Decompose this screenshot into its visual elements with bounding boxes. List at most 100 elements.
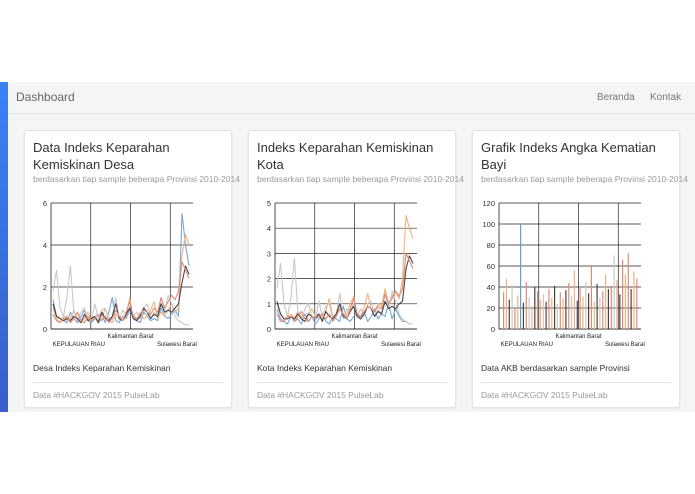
bar <box>576 300 578 329</box>
x-tick-label: Kalimantan Barat <box>556 334 602 340</box>
bar <box>522 302 524 330</box>
bar <box>599 297 601 329</box>
bar <box>534 287 536 329</box>
card-title: Grafik Indeks Angka Kematian Bayi <box>481 140 656 172</box>
bar <box>503 292 505 330</box>
series-line <box>52 261 190 324</box>
card-caption: Data AKB berdasarkan sample Provinsi <box>481 363 630 373</box>
x-tick-label: Kalimantan Barat <box>332 334 378 340</box>
bar <box>508 299 510 329</box>
bar <box>505 278 507 329</box>
bar <box>556 303 558 329</box>
x-tick-label: KEPULAUAN RIAU <box>501 342 553 348</box>
nav-link-kontak[interactable]: Kontak <box>650 92 682 103</box>
series-line <box>276 255 414 322</box>
y-tick-label: 120 <box>482 199 495 208</box>
card-caption: Kota Indeks Keparahan Kemiskinan <box>257 363 393 373</box>
card-divider <box>481 382 671 383</box>
nav-link-beranda[interactable]: Beranda <box>597 92 635 103</box>
bar <box>613 255 615 329</box>
card-divider <box>33 382 223 383</box>
bar <box>627 253 629 329</box>
bar <box>525 281 527 330</box>
card-subtitle: berdasarkan tiap sample beberapa Provins… <box>481 174 688 184</box>
bar <box>636 278 638 329</box>
navbar: Dashboard Beranda Kontak <box>8 82 695 114</box>
bar <box>630 289 632 329</box>
bar <box>551 297 553 329</box>
y-tick-label: 20 <box>487 304 495 313</box>
chart-akb: 0 20 40 60 80 100 120 Kalimantan BaratKEPULAUAN… <box>482 199 645 348</box>
y-tick-label: 40 <box>487 283 495 292</box>
series-line <box>276 252 414 322</box>
bar <box>585 281 587 330</box>
x-tick-label: Kalimantan Barat <box>108 334 154 340</box>
series-line <box>52 265 190 324</box>
y-tick-label: 2 <box>43 283 47 292</box>
bar <box>607 289 609 329</box>
x-tick-label: KEPULAUAN RIAU <box>277 342 329 348</box>
bar <box>582 296 584 329</box>
bar <box>539 299 541 329</box>
bar <box>514 308 516 329</box>
bar <box>554 285 556 329</box>
bar <box>542 294 544 329</box>
card-kota: Indeks Keparahan Kemiskinan Kota berdasa… <box>248 130 464 408</box>
bar <box>537 291 539 329</box>
y-tick-label: 80 <box>487 241 495 250</box>
bar <box>590 265 592 329</box>
bar <box>588 293 590 329</box>
y-tick-label: 0 <box>491 325 495 334</box>
x-tick-label: Sulawesi Barat <box>157 342 197 348</box>
y-tick-label: 3 <box>267 249 271 258</box>
x-tick-label: Sulawesi Barat <box>381 342 421 348</box>
x-tick-label: KEPULAUAN RIAU <box>53 342 105 348</box>
bar <box>633 271 635 330</box>
bar <box>593 301 595 329</box>
bar <box>568 282 570 329</box>
y-tick-label: 2 <box>267 275 271 284</box>
y-tick-label: 0 <box>43 325 47 334</box>
card-subtitle: berdasarkan tiap sample beberapa Provins… <box>33 174 240 184</box>
bar <box>517 295 519 329</box>
bar <box>602 291 604 329</box>
bar <box>579 288 581 329</box>
series-line <box>52 265 189 326</box>
y-tick-label: 4 <box>43 241 47 250</box>
series-line <box>276 257 413 325</box>
bar <box>610 285 612 329</box>
bar <box>548 289 550 329</box>
bar <box>573 270 575 329</box>
bar <box>559 292 561 330</box>
bar <box>616 279 618 329</box>
x-tick-label: Sulawesi Barat <box>605 342 645 348</box>
y-tick-label: 5 <box>267 199 271 208</box>
card-desa: Data Indeks Keparahan Kemiskinan Desa be… <box>24 130 240 408</box>
y-tick-label: 0 <box>267 325 271 334</box>
bar <box>571 295 573 329</box>
card-footer: Data #HACKGOV 2015 PulseLab <box>481 390 608 400</box>
bar <box>511 284 513 329</box>
y-tick-label: 6 <box>43 199 47 208</box>
card-title: Indeks Keparahan Kemiskinan Kota <box>257 140 434 172</box>
accent-bar <box>0 82 8 412</box>
bar <box>565 290 567 329</box>
bar <box>520 224 522 329</box>
bar <box>622 259 624 329</box>
card-akb: Grafik Indeks Angka Kematian Bayi berdas… <box>472 130 688 408</box>
card-footer: Data #HACKGOV 2015 PulseLab <box>257 390 384 400</box>
card-title: Data Indeks Keparahan Kemiskinan Desa <box>33 140 170 172</box>
bar <box>562 298 564 329</box>
bar <box>528 297 530 329</box>
card-divider <box>257 382 447 383</box>
bar <box>624 274 626 329</box>
y-tick-label: 1 <box>267 300 271 309</box>
card-caption: Desa Indeks Keparahan Kemiskinan <box>33 363 171 373</box>
brand-title[interactable]: Dashboard <box>16 90 75 104</box>
y-tick-label: 60 <box>487 262 495 271</box>
card-footer: Data #HACKGOV 2015 PulseLab <box>33 390 160 400</box>
bar <box>531 305 533 329</box>
bar <box>596 283 598 329</box>
